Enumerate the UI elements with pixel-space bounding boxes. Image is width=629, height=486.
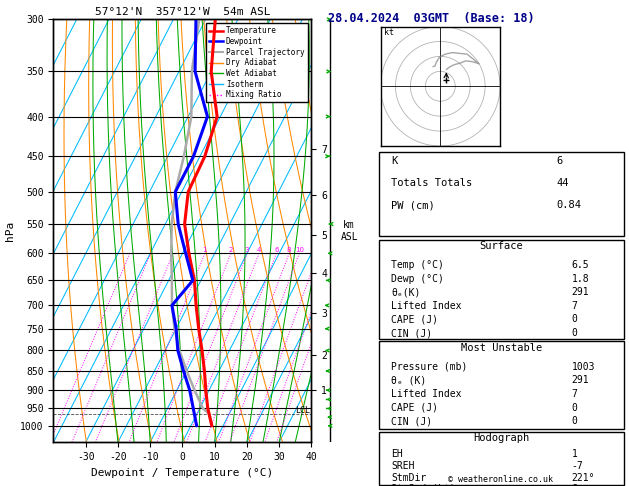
Text: 0: 0: [571, 328, 577, 338]
Bar: [379, 152, 624, 236]
Text: 0: 0: [571, 403, 577, 413]
Title: 57°12'N  357°12'W  54m ASL: 57°12'N 357°12'W 54m ASL: [94, 7, 270, 17]
Text: 0: 0: [571, 417, 577, 426]
Y-axis label: hPa: hPa: [4, 221, 14, 241]
Text: 221°: 221°: [571, 472, 595, 483]
Text: Dewp (°C): Dewp (°C): [391, 274, 444, 283]
Text: Totals Totals: Totals Totals: [391, 178, 472, 188]
Text: 7: 7: [571, 301, 577, 311]
Text: Lifted Index: Lifted Index: [391, 389, 462, 399]
Text: Hodograph: Hodograph: [473, 433, 530, 443]
Text: Most Unstable: Most Unstable: [460, 343, 542, 353]
Text: 6: 6: [557, 156, 562, 166]
Text: 44: 44: [557, 178, 569, 188]
Text: 2: 2: [229, 247, 233, 253]
Text: 0.84: 0.84: [557, 200, 581, 210]
Text: 4: 4: [257, 247, 261, 253]
Text: © weatheronline.co.uk: © weatheronline.co.uk: [448, 474, 552, 484]
Bar: [379, 240, 624, 339]
Text: kt: kt: [384, 29, 394, 37]
Y-axis label: km
ASL: km ASL: [340, 220, 358, 242]
Text: 1: 1: [571, 449, 577, 459]
Text: Pressure (mb): Pressure (mb): [391, 362, 467, 372]
Text: K: K: [391, 156, 398, 166]
Text: 10: 10: [295, 247, 304, 253]
Text: SREH: SREH: [391, 461, 415, 471]
Text: -7: -7: [571, 461, 583, 471]
Text: Temp (°C): Temp (°C): [391, 260, 444, 270]
Text: 1003: 1003: [571, 362, 595, 372]
Text: 8: 8: [287, 247, 291, 253]
Text: LCL: LCL: [296, 406, 310, 416]
Text: 291: 291: [571, 287, 589, 297]
Bar: [379, 432, 624, 485]
Text: Surface: Surface: [479, 241, 523, 251]
Text: θₑ(K): θₑ(K): [391, 287, 421, 297]
Text: PW (cm): PW (cm): [391, 200, 435, 210]
Text: 7: 7: [571, 389, 577, 399]
Text: 6: 6: [274, 247, 279, 253]
Text: EH: EH: [391, 449, 403, 459]
Text: CAPE (J): CAPE (J): [391, 314, 438, 325]
Bar: [379, 342, 624, 429]
Text: 28.04.2024  03GMT  (Base: 18): 28.04.2024 03GMT (Base: 18): [328, 12, 534, 25]
Text: CIN (J): CIN (J): [391, 417, 432, 426]
Text: 3: 3: [245, 247, 249, 253]
Text: CIN (J): CIN (J): [391, 328, 432, 338]
Text: 291: 291: [571, 375, 589, 385]
Legend: Temperature, Dewpoint, Parcel Trajectory, Dry Adiabat, Wet Adiabat, Isotherm, Mi: Temperature, Dewpoint, Parcel Trajectory…: [206, 23, 308, 103]
Text: StmSpd (kt): StmSpd (kt): [391, 484, 456, 486]
Text: 0: 0: [571, 314, 577, 325]
X-axis label: Dewpoint / Temperature (°C): Dewpoint / Temperature (°C): [91, 468, 274, 478]
Text: 6.5: 6.5: [571, 260, 589, 270]
Text: CAPE (J): CAPE (J): [391, 403, 438, 413]
Text: θₑ (K): θₑ (K): [391, 375, 426, 385]
Text: StmDir: StmDir: [391, 472, 426, 483]
Text: 6: 6: [571, 484, 577, 486]
Text: 1: 1: [203, 247, 207, 253]
Text: Lifted Index: Lifted Index: [391, 301, 462, 311]
Text: 1.8: 1.8: [571, 274, 589, 283]
